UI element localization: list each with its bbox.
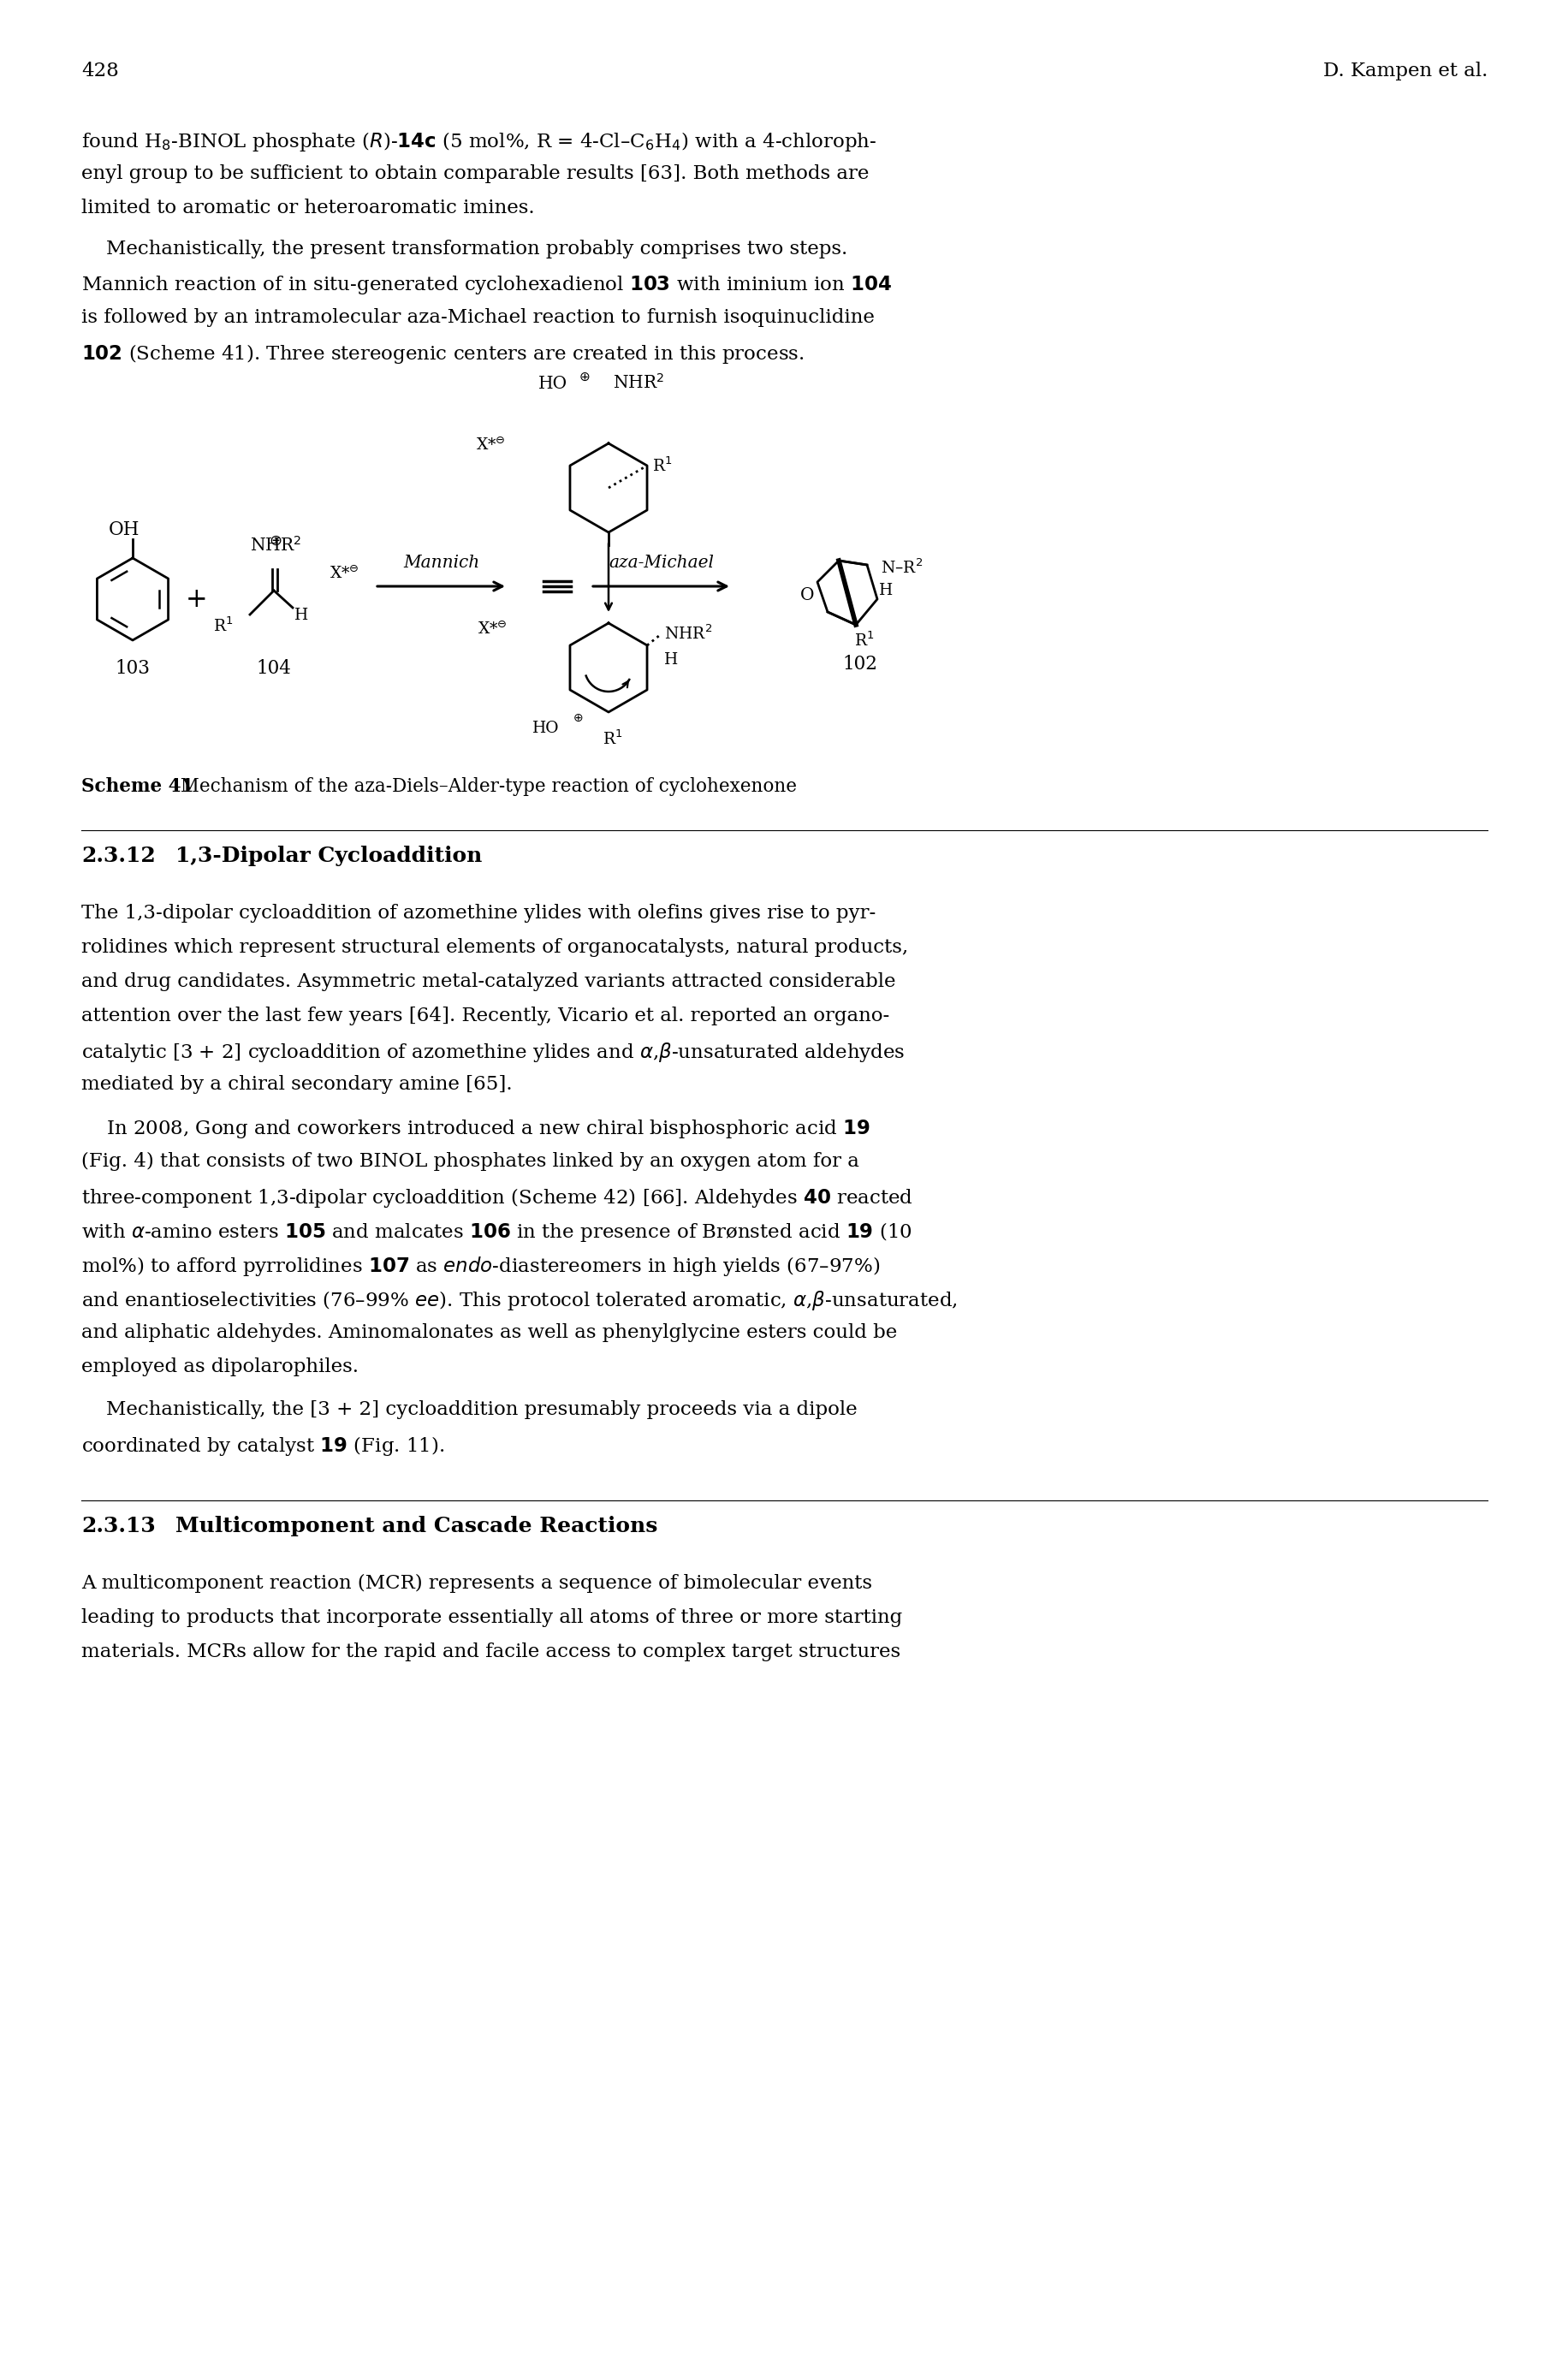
Text: $\oplus$: $\oplus$: [268, 532, 282, 549]
Text: NHR$^2$: NHR$^2$: [249, 537, 301, 554]
Text: R$^1$: R$^1$: [652, 456, 673, 475]
Text: A multicomponent reaction (MCR) represents a sequence of bimolecular events: A multicomponent reaction (MCR) represen…: [82, 1573, 872, 1592]
Text: In 2008, Gong and coworkers introduced a new chiral bisphosphoric acid $\mathbf{: In 2008, Gong and coworkers introduced a…: [82, 1117, 870, 1140]
Text: 104: 104: [256, 658, 292, 677]
Text: R$^1$: R$^1$: [855, 630, 873, 649]
Text: Multicomponent and Cascade Reactions: Multicomponent and Cascade Reactions: [176, 1516, 657, 1537]
Text: attention over the last few years [64]. Recently, Vicario et al. reported an org: attention over the last few years [64]. …: [82, 1007, 889, 1026]
Text: 103: 103: [114, 658, 151, 677]
Text: catalytic [3 + 2] cycloaddition of azomethine ylides and $\alpha$,$\beta$-unsatu: catalytic [3 + 2] cycloaddition of azome…: [82, 1041, 905, 1064]
Text: (Fig. 4) that consists of two BINOL phosphates linked by an oxygen atom for a: (Fig. 4) that consists of two BINOL phos…: [82, 1152, 859, 1171]
Text: R$^1$: R$^1$: [602, 729, 622, 748]
Text: $\mathbf{102}$ (Scheme 41). Three stereogenic centers are created in this proces: $\mathbf{102}$ (Scheme 41). Three stereo…: [82, 342, 804, 366]
Text: Mechanistically, the present transformation probably comprises two steps.: Mechanistically, the present transformat…: [82, 240, 847, 259]
Text: found H$_8$-BINOL phosphate ($R$)-$\mathbf{14c}$ (5 mol%, R = 4-Cl–C$_6$H$_4$) w: found H$_8$-BINOL phosphate ($R$)-$\math…: [82, 131, 877, 152]
Text: 2.3.12: 2.3.12: [82, 846, 155, 867]
Text: Mannich reaction of in situ-generated cyclohexadienol $\mathbf{103}$ with iminiu: Mannich reaction of in situ-generated cy…: [82, 273, 891, 297]
Text: NHR$^2$: NHR$^2$: [663, 625, 712, 642]
Text: leading to products that incorporate essentially all atoms of three or more star: leading to products that incorporate ess…: [82, 1609, 902, 1628]
Text: aza-Michael: aza-Michael: [608, 554, 713, 570]
Text: H: H: [878, 582, 892, 599]
Text: and enantioselectivities (76–99% $\mathit{ee}$). This protocol tolerated aromati: and enantioselectivities (76–99% $\mathi…: [82, 1290, 956, 1312]
Text: $\oplus$: $\oplus$: [579, 371, 590, 383]
Text: and aliphatic aldehydes. Aminomalonates as well as phenylglycine esters could be: and aliphatic aldehydes. Aminomalonates …: [82, 1323, 897, 1342]
Text: X*$^{\ominus}$: X*$^{\ominus}$: [329, 565, 359, 582]
Text: 1,3-Dipolar Cycloaddition: 1,3-Dipolar Cycloaddition: [176, 846, 481, 867]
Text: 2.3.13: 2.3.13: [82, 1516, 155, 1537]
Text: HO: HO: [532, 720, 558, 737]
Text: N–R$^2$: N–R$^2$: [880, 558, 922, 577]
Text: with $\alpha$-amino esters $\mathbf{105}$ and malcates $\mathbf{106}$ in the pre: with $\alpha$-amino esters $\mathbf{105}…: [82, 1221, 911, 1243]
Text: X*$^{\ominus}$: X*$^{\ominus}$: [478, 620, 508, 639]
Text: NHR$^2$: NHR$^2$: [613, 373, 663, 392]
Text: Mannich: Mannich: [403, 554, 480, 570]
Text: 102: 102: [842, 656, 877, 675]
Text: OH: OH: [108, 520, 140, 539]
Text: mediated by a chiral secondary amine [65].: mediated by a chiral secondary amine [65…: [82, 1074, 513, 1093]
Text: Scheme 41: Scheme 41: [82, 777, 194, 796]
Text: The 1,3-dipolar cycloaddition of azomethine ylides with olefins gives rise to py: The 1,3-dipolar cycloaddition of azometh…: [82, 903, 875, 922]
Text: Mechanism of the aza-Diels–Alder-type reaction of cyclohexenone: Mechanism of the aza-Diels–Alder-type re…: [168, 777, 797, 796]
Text: H: H: [663, 651, 677, 668]
Text: enyl group to be sufficient to obtain comparable results [63]. Both methods are: enyl group to be sufficient to obtain co…: [82, 164, 869, 183]
Text: is followed by an intramolecular aza-Michael reaction to furnish isoquinuclidine: is followed by an intramolecular aza-Mic…: [82, 309, 873, 328]
Text: mol%) to afford pyrrolidines $\mathbf{107}$ as $\mathit{endo}$-diastereomers in : mol%) to afford pyrrolidines $\mathbf{10…: [82, 1255, 880, 1278]
Text: R$^1$: R$^1$: [213, 615, 232, 634]
Text: X*$^{\ominus}$: X*$^{\ominus}$: [477, 437, 505, 454]
Text: limited to aromatic or heteroaromatic imines.: limited to aromatic or heteroaromatic im…: [82, 200, 535, 216]
Text: O: O: [800, 587, 814, 604]
Text: materials. MCRs allow for the rapid and facile access to complex target structur: materials. MCRs allow for the rapid and …: [82, 1642, 900, 1661]
Text: H: H: [295, 608, 309, 623]
Text: HO: HO: [538, 375, 568, 392]
Text: rolidines which represent structural elements of organocatalysts, natural produc: rolidines which represent structural ele…: [82, 939, 908, 958]
Text: employed as dipolarophiles.: employed as dipolarophiles.: [82, 1357, 359, 1376]
Text: +: +: [185, 587, 207, 613]
Text: three-component 1,3-dipolar cycloaddition (Scheme 42) [66]. Aldehydes $\mathbf{4: three-component 1,3-dipolar cycloadditio…: [82, 1186, 913, 1209]
Text: and drug candidates. Asymmetric metal-catalyzed variants attracted considerable: and drug candidates. Asymmetric metal-ca…: [82, 972, 895, 991]
Text: Mechanistically, the [3 + 2] cycloaddition presumably proceeds via a dipole: Mechanistically, the [3 + 2] cycloadditi…: [82, 1399, 856, 1418]
Text: D. Kampen et al.: D. Kampen et al.: [1322, 62, 1486, 81]
Text: 428: 428: [82, 62, 119, 81]
Text: coordinated by catalyst $\mathbf{19}$ (Fig. 11).: coordinated by catalyst $\mathbf{19}$ (F…: [82, 1435, 444, 1456]
Text: $\oplus$: $\oplus$: [572, 713, 583, 725]
